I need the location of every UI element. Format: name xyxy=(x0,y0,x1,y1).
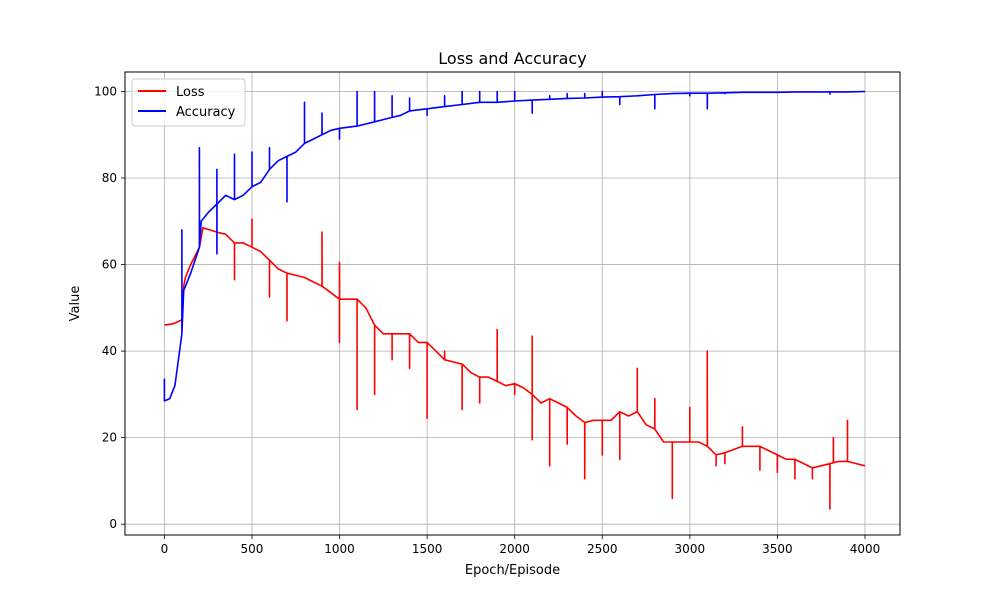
series-layer xyxy=(163,90,866,510)
y-axis-label: Value xyxy=(68,286,83,322)
x-tick-label: 3000 xyxy=(675,542,706,556)
accuracy-series-line xyxy=(163,90,866,402)
legend-loss-label: Loss xyxy=(176,85,205,100)
y-tick-label: 40 xyxy=(102,344,117,358)
x-tick-label: 500 xyxy=(241,542,264,556)
y-tick-label: 100 xyxy=(94,84,117,98)
legend: Loss Accuracy xyxy=(131,78,246,127)
y-tick-label: 0 xyxy=(109,517,117,531)
axis-ticks: 0 500 1000 1500 2000 2500 3000 3500 4000 0 20 40 60 8… xyxy=(94,84,880,556)
y-tick-label: 60 xyxy=(102,258,117,272)
loss-series-line xyxy=(164,218,866,510)
y-tick-label: 20 xyxy=(102,431,117,445)
x-tick-label: 3500 xyxy=(762,542,793,556)
x-tick-label: 1500 xyxy=(412,542,443,556)
x-tick-label: 0 xyxy=(161,542,169,556)
x-tick-label: 2500 xyxy=(587,542,618,556)
x-tick-label: 1000 xyxy=(324,542,355,556)
x-tick-label: 2000 xyxy=(499,542,530,556)
x-tick-label: 4000 xyxy=(850,542,881,556)
plot-frame xyxy=(124,71,901,536)
chart-title: Loss and Accuracy xyxy=(438,49,586,68)
legend-accuracy-label: Accuracy xyxy=(176,105,236,120)
y-tick-label: 80 xyxy=(102,171,117,185)
x-axis-label: Epoch/Episode xyxy=(465,563,560,578)
grid-lines xyxy=(125,72,900,535)
